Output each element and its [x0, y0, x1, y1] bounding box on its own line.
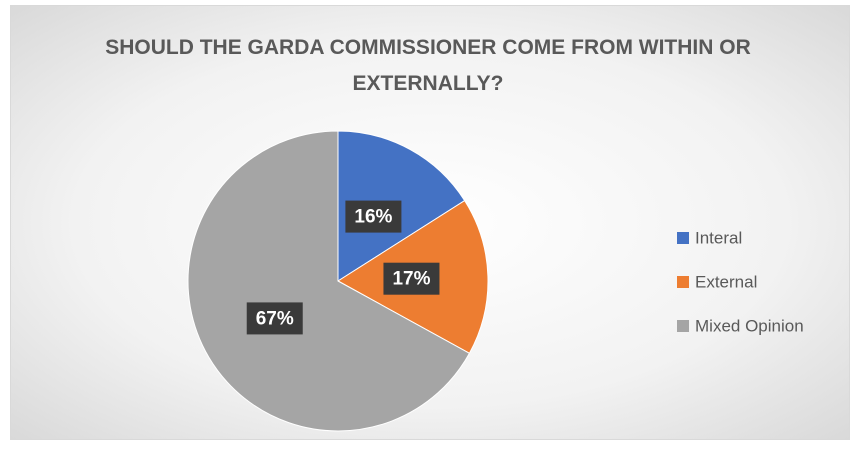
data-label: 17% [392, 269, 430, 290]
legend-swatch [677, 276, 689, 288]
legend-swatch [677, 232, 689, 244]
legend-label: External [695, 272, 757, 291]
data-label-box [345, 200, 402, 233]
chart-title: SHOULD THE GARDA COMMISSIONER COME FROM … [105, 36, 751, 95]
data-label: 16% [354, 207, 392, 228]
data-label-box [246, 302, 303, 335]
pie-slice [187, 130, 471, 432]
data-label-box [383, 262, 440, 295]
legend-label: Mixed Opinion [695, 316, 804, 335]
legend-swatch [677, 320, 689, 332]
data-label: 67% [256, 308, 294, 329]
legend-label: Interal [695, 228, 742, 247]
